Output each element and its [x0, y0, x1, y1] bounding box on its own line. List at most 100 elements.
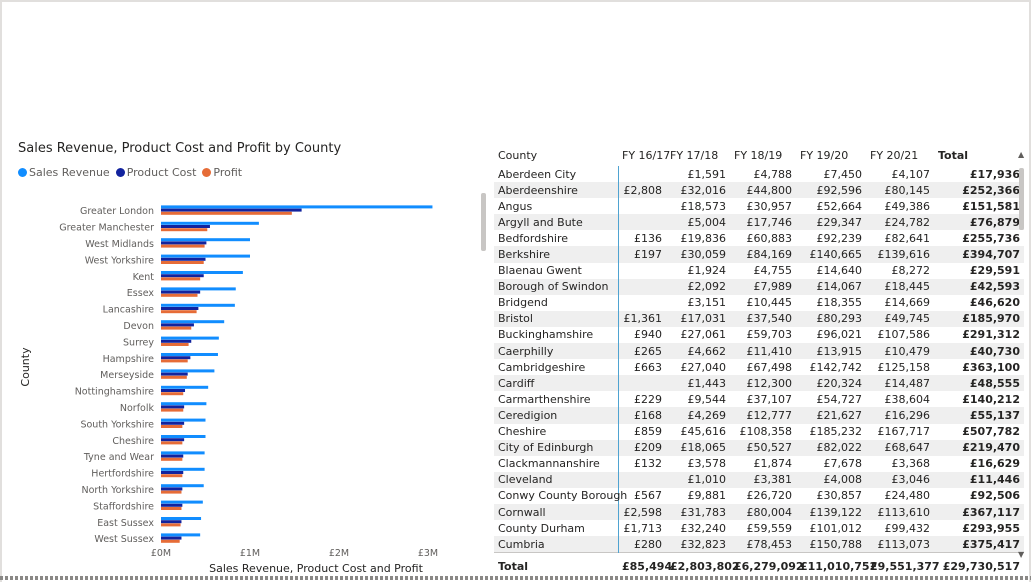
bar-product-cost[interactable]	[161, 405, 185, 409]
bar-sales-revenue[interactable]	[161, 451, 205, 455]
bar-sales-revenue[interactable]	[161, 484, 204, 488]
table-row[interactable]: Bristol £1,361 £17,031 £37,540 £80,293 £49,74…	[494, 310, 1024, 327]
bar-sales-revenue[interactable]	[161, 385, 209, 389]
table-row[interactable]: County Durham £1,713 £32,240 £59,559 £101,01…	[494, 520, 1024, 537]
table-row[interactable]: Bedfordshire £136 £19,836 £60,883 £92,239 £82…	[494, 230, 1024, 247]
chart-scrollbar[interactable]	[481, 193, 486, 251]
bar-sales-revenue[interactable]	[161, 467, 205, 471]
bar-profit[interactable]	[161, 261, 204, 264]
column-header[interactable]: FY 19/20	[800, 148, 849, 162]
bar-profit[interactable]	[161, 244, 205, 248]
table-row[interactable]: Cardiff £1,443 £12,300 £20,324 £14,487 £48,55…	[494, 375, 1024, 392]
legend-profit[interactable]: Profit	[202, 166, 242, 179]
bar-profit[interactable]	[161, 474, 183, 478]
bar-product-cost[interactable]	[161, 290, 201, 294]
table-row[interactable]: Cornwall £2,598 £31,783 £80,004 £139,122 £113…	[494, 503, 1024, 521]
bar-sales-revenue[interactable]	[161, 500, 203, 504]
legend-sales-revenue[interactable]: Sales Revenue	[18, 166, 110, 179]
bar-product-cost[interactable]	[161, 356, 191, 360]
bar-sales-revenue[interactable]	[161, 254, 250, 258]
bar-product-cost[interactable]	[161, 503, 183, 507]
table-row[interactable]: Berkshire £197 £30,059 £84,169 £140,665 £139,…	[494, 246, 1024, 263]
bar-product-cost[interactable]	[161, 421, 185, 425]
bar-product-cost[interactable]	[161, 274, 204, 278]
bar-sales-revenue[interactable]	[161, 353, 218, 356]
table-row[interactable]: Clackmannanshire £132 £3,578 £1,874 £7,678 £3…	[494, 455, 1024, 472]
table-row[interactable]: Cambridgeshire £663 £27,040 £67,498 £142,742…	[494, 359, 1024, 376]
bar-profit[interactable]	[161, 408, 184, 412]
column-header[interactable]: FY 20/21	[870, 148, 919, 162]
bar-profit[interactable]	[161, 343, 189, 346]
bar-sales-revenue[interactable]	[161, 402, 207, 406]
column-header[interactable]: FY 18/19	[734, 148, 783, 162]
bar-profit[interactable]	[161, 326, 192, 330]
bar-profit[interactable]	[161, 359, 188, 363]
bar-profit[interactable]	[161, 507, 182, 510]
column-header[interactable]: FY 17/18	[670, 148, 719, 162]
table-row[interactable]: Ceredigion £168 £4,269 £12,777 £21,627 £16,29…	[494, 407, 1024, 424]
bar-chart[interactable]: County Greater London Greater Manchester We…	[0, 190, 480, 580]
bar-sales-revenue[interactable]	[161, 303, 235, 307]
bar-profit[interactable]	[161, 228, 208, 232]
bar-product-cost[interactable]	[161, 389, 186, 392]
bar-sales-revenue[interactable]	[161, 287, 236, 291]
bar-profit[interactable]	[161, 490, 182, 494]
bar-profit[interactable]	[161, 375, 187, 379]
column-header[interactable]: Total	[938, 148, 969, 162]
bar-profit[interactable]	[161, 293, 198, 297]
bar-sales-revenue[interactable]	[161, 517, 202, 520]
bar-profit[interactable]	[161, 211, 292, 215]
bar-product-cost[interactable]	[161, 536, 182, 540]
column-header[interactable]: FY 16/17	[622, 148, 671, 162]
bar-product-cost[interactable]	[161, 323, 194, 327]
bar-product-cost[interactable]	[161, 307, 199, 310]
legend-product-cost[interactable]: Product Cost	[115, 166, 196, 179]
bar-sales-revenue[interactable]	[161, 435, 206, 438]
column-header[interactable]: County	[498, 148, 538, 162]
table-row[interactable]: Cumbria £280 £32,823 £78,453 £150,788 £113,07…	[494, 536, 1024, 553]
bar-product-cost[interactable]	[161, 487, 183, 491]
table-row[interactable]: Angus £18,573 £30,957 £52,664 £49,386 £151,58…	[494, 198, 1024, 215]
bar-product-cost[interactable]	[161, 257, 206, 261]
table-row[interactable]: Conwy County Borough £567 £9,881 £26,720 £30…	[494, 487, 1024, 504]
bar-sales-revenue[interactable]	[161, 205, 433, 209]
table-row[interactable]: Carmarthenshire £229 £9,544 £37,107 £54,727 £…	[494, 391, 1024, 408]
table-row[interactable]: City of Edinburgh £209 £18,065 £50,527 £82,0…	[494, 439, 1024, 456]
bar-product-cost[interactable]	[161, 225, 210, 228]
bar-sales-revenue[interactable]	[161, 369, 215, 373]
bar-sales-revenue[interactable]	[161, 271, 243, 274]
bar-profit[interactable]	[161, 392, 184, 396]
bar-product-cost[interactable]	[161, 208, 302, 212]
bar-sales-revenue[interactable]	[161, 533, 201, 537]
bar-product-cost[interactable]	[161, 520, 182, 524]
bar-product-cost[interactable]	[161, 339, 192, 343]
bar-sales-revenue[interactable]	[161, 238, 250, 242]
bar-sales-revenue[interactable]	[161, 320, 225, 324]
bar-product-cost[interactable]	[161, 471, 184, 474]
table-scrollbar[interactable]	[1019, 168, 1024, 230]
table-scroll-down-icon[interactable]: ▼	[1018, 550, 1025, 559]
bar-profit[interactable]	[161, 539, 180, 543]
table-row[interactable]: Caerphilly £265 £4,662 £11,410 £13,915 £10,47…	[494, 343, 1024, 360]
bar-sales-revenue[interactable]	[161, 418, 206, 422]
table-row[interactable]: Aberdeen City £1,591 £4,788 £7,450 £4,107 £17…	[494, 166, 1024, 183]
table-row[interactable]: Cheshire £859 £45,616 £108,358 £185,232 £167,…	[494, 423, 1024, 440]
bar-profit[interactable]	[161, 441, 183, 445]
bar-profit[interactable]	[161, 310, 197, 314]
bar-product-cost[interactable]	[161, 438, 185, 442]
bar-profit[interactable]	[161, 457, 183, 461]
bar-sales-revenue[interactable]	[161, 336, 219, 340]
bar-product-cost[interactable]	[161, 241, 207, 245]
table-row[interactable]: Bridgend £3,151 £10,445 £18,355 £14,669 £46,6…	[494, 294, 1024, 311]
bar-product-cost[interactable]	[161, 372, 188, 376]
table-row[interactable]: Buckinghamshire £940 £27,061 £59,703 £96,021…	[494, 326, 1024, 344]
table-row[interactable]: Blaenau Gwent £1,924 £4,755 £14,640 £8,272 £2…	[494, 262, 1024, 279]
table-row[interactable]: Argyll and Bute £5,004 £17,746 £29,347 £24,7…	[494, 214, 1024, 231]
table-row[interactable]: Aberdeenshire £2,808 £32,016 £44,800 £92,596…	[494, 182, 1024, 199]
bar-profit[interactable]	[161, 425, 183, 428]
bar-sales-revenue[interactable]	[161, 221, 259, 225]
table-row[interactable]: Cleveland £1,010 £3,381 £4,008 £3,046 £11,446	[494, 471, 1024, 488]
table-row[interactable]: Borough of Swindon £2,092 £7,989 £14,067 £18…	[494, 278, 1024, 295]
table-scroll-up-icon[interactable]: ▲	[1018, 150, 1025, 159]
bar-profit[interactable]	[161, 277, 201, 281]
